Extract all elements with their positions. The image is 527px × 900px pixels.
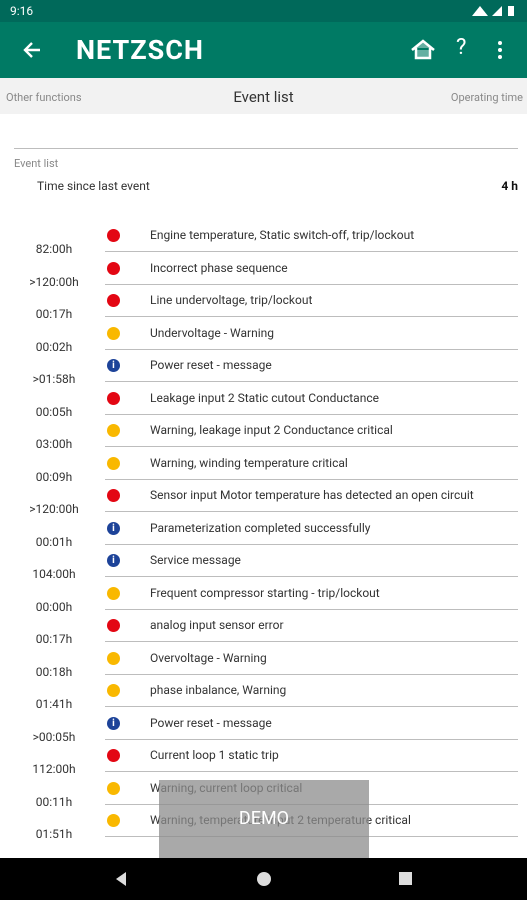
row-divider	[105, 316, 518, 317]
event-time: 00:09h	[35, 469, 73, 484]
event-text: analog input sensor error	[150, 618, 284, 632]
event-time: >120:00h	[29, 502, 79, 516]
event-text: Overvoltage - Warning	[150, 650, 267, 665]
event-icon: i	[107, 521, 120, 535]
event-icon	[107, 456, 120, 470]
event-text: Warning, winding temperature critical	[150, 455, 348, 470]
row-divider	[105, 706, 518, 707]
event-icon	[107, 586, 120, 600]
event-time: 01:51h	[35, 827, 73, 841]
tab-bar: Other functions Event list Operating tim…	[0, 78, 527, 114]
event-icon	[107, 684, 120, 697]
event-icon	[107, 619, 120, 632]
event-icon: i	[107, 359, 120, 372]
row-divider	[105, 576, 518, 577]
divider	[14, 148, 518, 149]
help-button[interactable]: ?	[456, 35, 467, 60]
event-time: 01:41h	[35, 697, 73, 711]
tab-active[interactable]: Event list	[233, 88, 294, 106]
nav-buttons[interactable]	[110, 870, 420, 888]
event-time: 00:17h	[35, 632, 73, 646]
row-divider	[105, 608, 518, 610]
clock: 9:16	[10, 4, 34, 18]
summary-value: 4 h	[501, 179, 518, 193]
row-divider	[105, 771, 518, 772]
event-icon	[107, 814, 120, 827]
event-time: 00:00h	[35, 599, 73, 614]
event-time: >01:58h	[32, 372, 76, 386]
app-bar: NETZSCH ?	[0, 22, 527, 78]
event-icon	[107, 261, 120, 275]
demo-overlay: DEMO	[159, 780, 369, 858]
event-icon	[107, 294, 120, 307]
row-divider	[105, 283, 518, 285]
event-icon: i	[107, 554, 120, 567]
event-text: Sensor input Motor temperature has detec…	[150, 488, 474, 502]
back-button[interactable]	[22, 40, 42, 60]
event-text: Frequent compressor starting - trip/lock…	[150, 585, 380, 600]
row-divider	[105, 738, 518, 740]
event-time: 00:01h	[35, 534, 73, 549]
row-divider	[105, 511, 518, 512]
tab[interactable]: Operating time	[450, 91, 523, 104]
event-time: >120:00h	[29, 274, 79, 289]
event-icon	[107, 781, 120, 795]
home-button[interactable]	[410, 38, 436, 60]
event-text: Parameterization completed successfully	[150, 520, 371, 535]
event-icon	[107, 749, 120, 762]
event-icon	[107, 391, 120, 405]
event-time: >00:05h	[32, 729, 76, 744]
event-text: Warning, leakage input 2 Conductance cri…	[150, 423, 393, 437]
event-text: Engine temperature, Static switch-off, t…	[150, 228, 415, 242]
app-title: NETZSCH	[76, 34, 204, 66]
row-divider	[105, 381, 518, 382]
row-divider	[105, 641, 518, 642]
event-text: Leakage input 2 Static cutout Conductanc…	[150, 390, 379, 405]
event-time: 104:00h	[32, 567, 76, 581]
event-time: 00:02h	[35, 339, 73, 354]
event-icon	[107, 326, 120, 340]
row-divider	[105, 543, 518, 545]
tab[interactable]: Other functions	[6, 91, 82, 104]
event-text: phase inbalance, Warning	[150, 683, 287, 697]
event-text: Incorrect phase sequence	[150, 260, 288, 275]
event-icon	[107, 489, 120, 502]
row-divider	[105, 413, 518, 415]
summary-label: Time since last event	[37, 179, 150, 193]
event-text: Current loop 1 static trip	[150, 748, 279, 762]
event-icon: i	[107, 716, 120, 730]
event-icon	[107, 651, 120, 665]
section-label: Event list	[14, 157, 59, 170]
row-divider	[105, 251, 518, 252]
event-time: 00:05h	[35, 404, 73, 419]
event-text: Service message	[150, 553, 241, 567]
event-text: Undervoltage - Warning	[150, 325, 274, 340]
status-icons	[472, 6, 514, 16]
event-time: 82:00h	[35, 242, 73, 256]
event-icon	[107, 229, 120, 242]
row-divider	[105, 478, 518, 480]
event-icon	[107, 424, 120, 437]
event-text: Power reset - message	[150, 358, 272, 372]
row-divider	[105, 446, 518, 447]
event-time: 00:11h	[35, 794, 73, 809]
row-divider	[105, 348, 518, 350]
event-time: 03:00h	[35, 437, 73, 451]
event-text: Power reset - message	[150, 715, 272, 730]
event-time: 112:00h	[32, 762, 76, 776]
nav-bar	[0, 858, 527, 900]
event-time: 00:17h	[35, 307, 73, 321]
status-bar: 9:16	[0, 0, 527, 22]
menu-button[interactable]	[496, 40, 504, 60]
row-divider	[105, 673, 518, 675]
event-text: Line undervoltage, trip/lockout	[150, 293, 313, 307]
event-time: 00:18h	[35, 664, 73, 679]
